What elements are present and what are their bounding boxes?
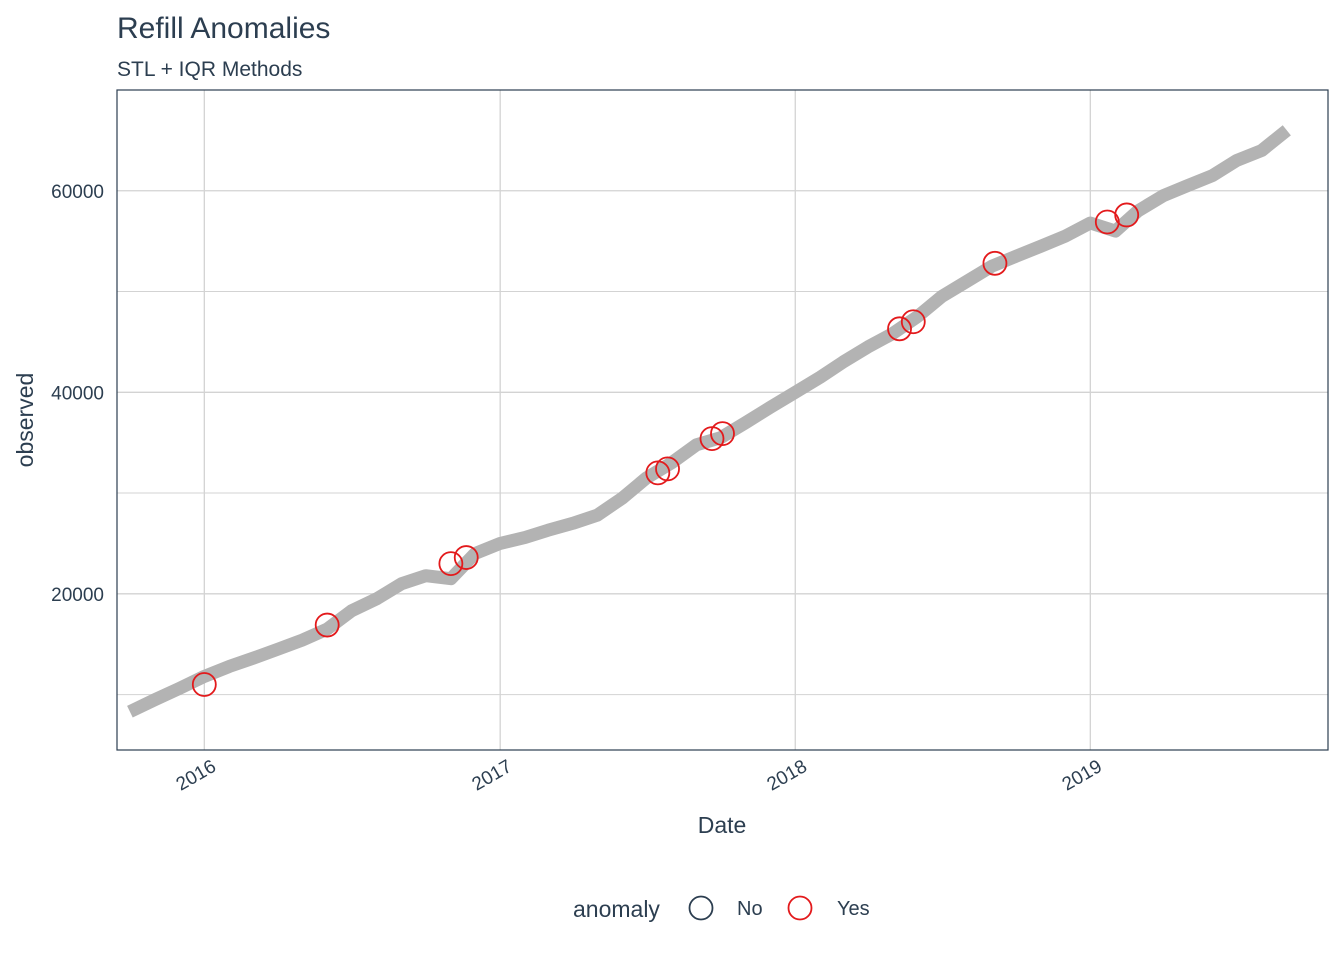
y-tick-label: 20000 [51, 585, 104, 606]
anomaly-point [655, 456, 680, 482]
y-tick-label: 60000 [51, 182, 104, 203]
anomaly-point [1114, 202, 1140, 228]
x-tick-label: 2016 [173, 756, 220, 795]
legend-label-no: No [737, 898, 763, 920]
anomaly-point [900, 309, 926, 335]
y-tick-label: 40000 [51, 383, 104, 404]
legend: anomaly No Yes [573, 895, 870, 922]
x-axis-title: Date [698, 812, 747, 838]
observed-series [127, 125, 1291, 718]
anomaly-points [191, 202, 1140, 697]
anomaly-point [982, 250, 1008, 276]
anomaly-point [887, 316, 912, 342]
plot-panel-border [116, 89, 1329, 751]
y-axis-title: observed [12, 373, 38, 468]
anomaly-point [710, 421, 735, 447]
y-axis-ticks: 20000 40000 60000 [51, 182, 104, 606]
legend-key-yes [787, 895, 813, 921]
observed-line [127, 125, 1291, 718]
chart-subtitle: STL + IQR Methods [117, 58, 303, 81]
x-axis-ticks: 2016 2017 2018 2019 [173, 756, 1106, 795]
chart-title: Refill Anomalies [117, 12, 331, 45]
legend-key-no [688, 895, 714, 921]
anomaly-point [438, 551, 464, 576]
x-tick-label: 2018 [764, 756, 811, 795]
anomaly-point [453, 545, 479, 570]
anomaly-point [1094, 209, 1120, 235]
anomaly-point [191, 672, 217, 697]
legend-label-yes: Yes [837, 898, 870, 920]
x-tick-label: 2019 [1059, 756, 1106, 795]
x-tick-label: 2017 [469, 756, 516, 795]
legend-title: anomaly [573, 896, 660, 922]
grid-lines [117, 90, 1328, 750]
anomaly-point [314, 612, 340, 638]
